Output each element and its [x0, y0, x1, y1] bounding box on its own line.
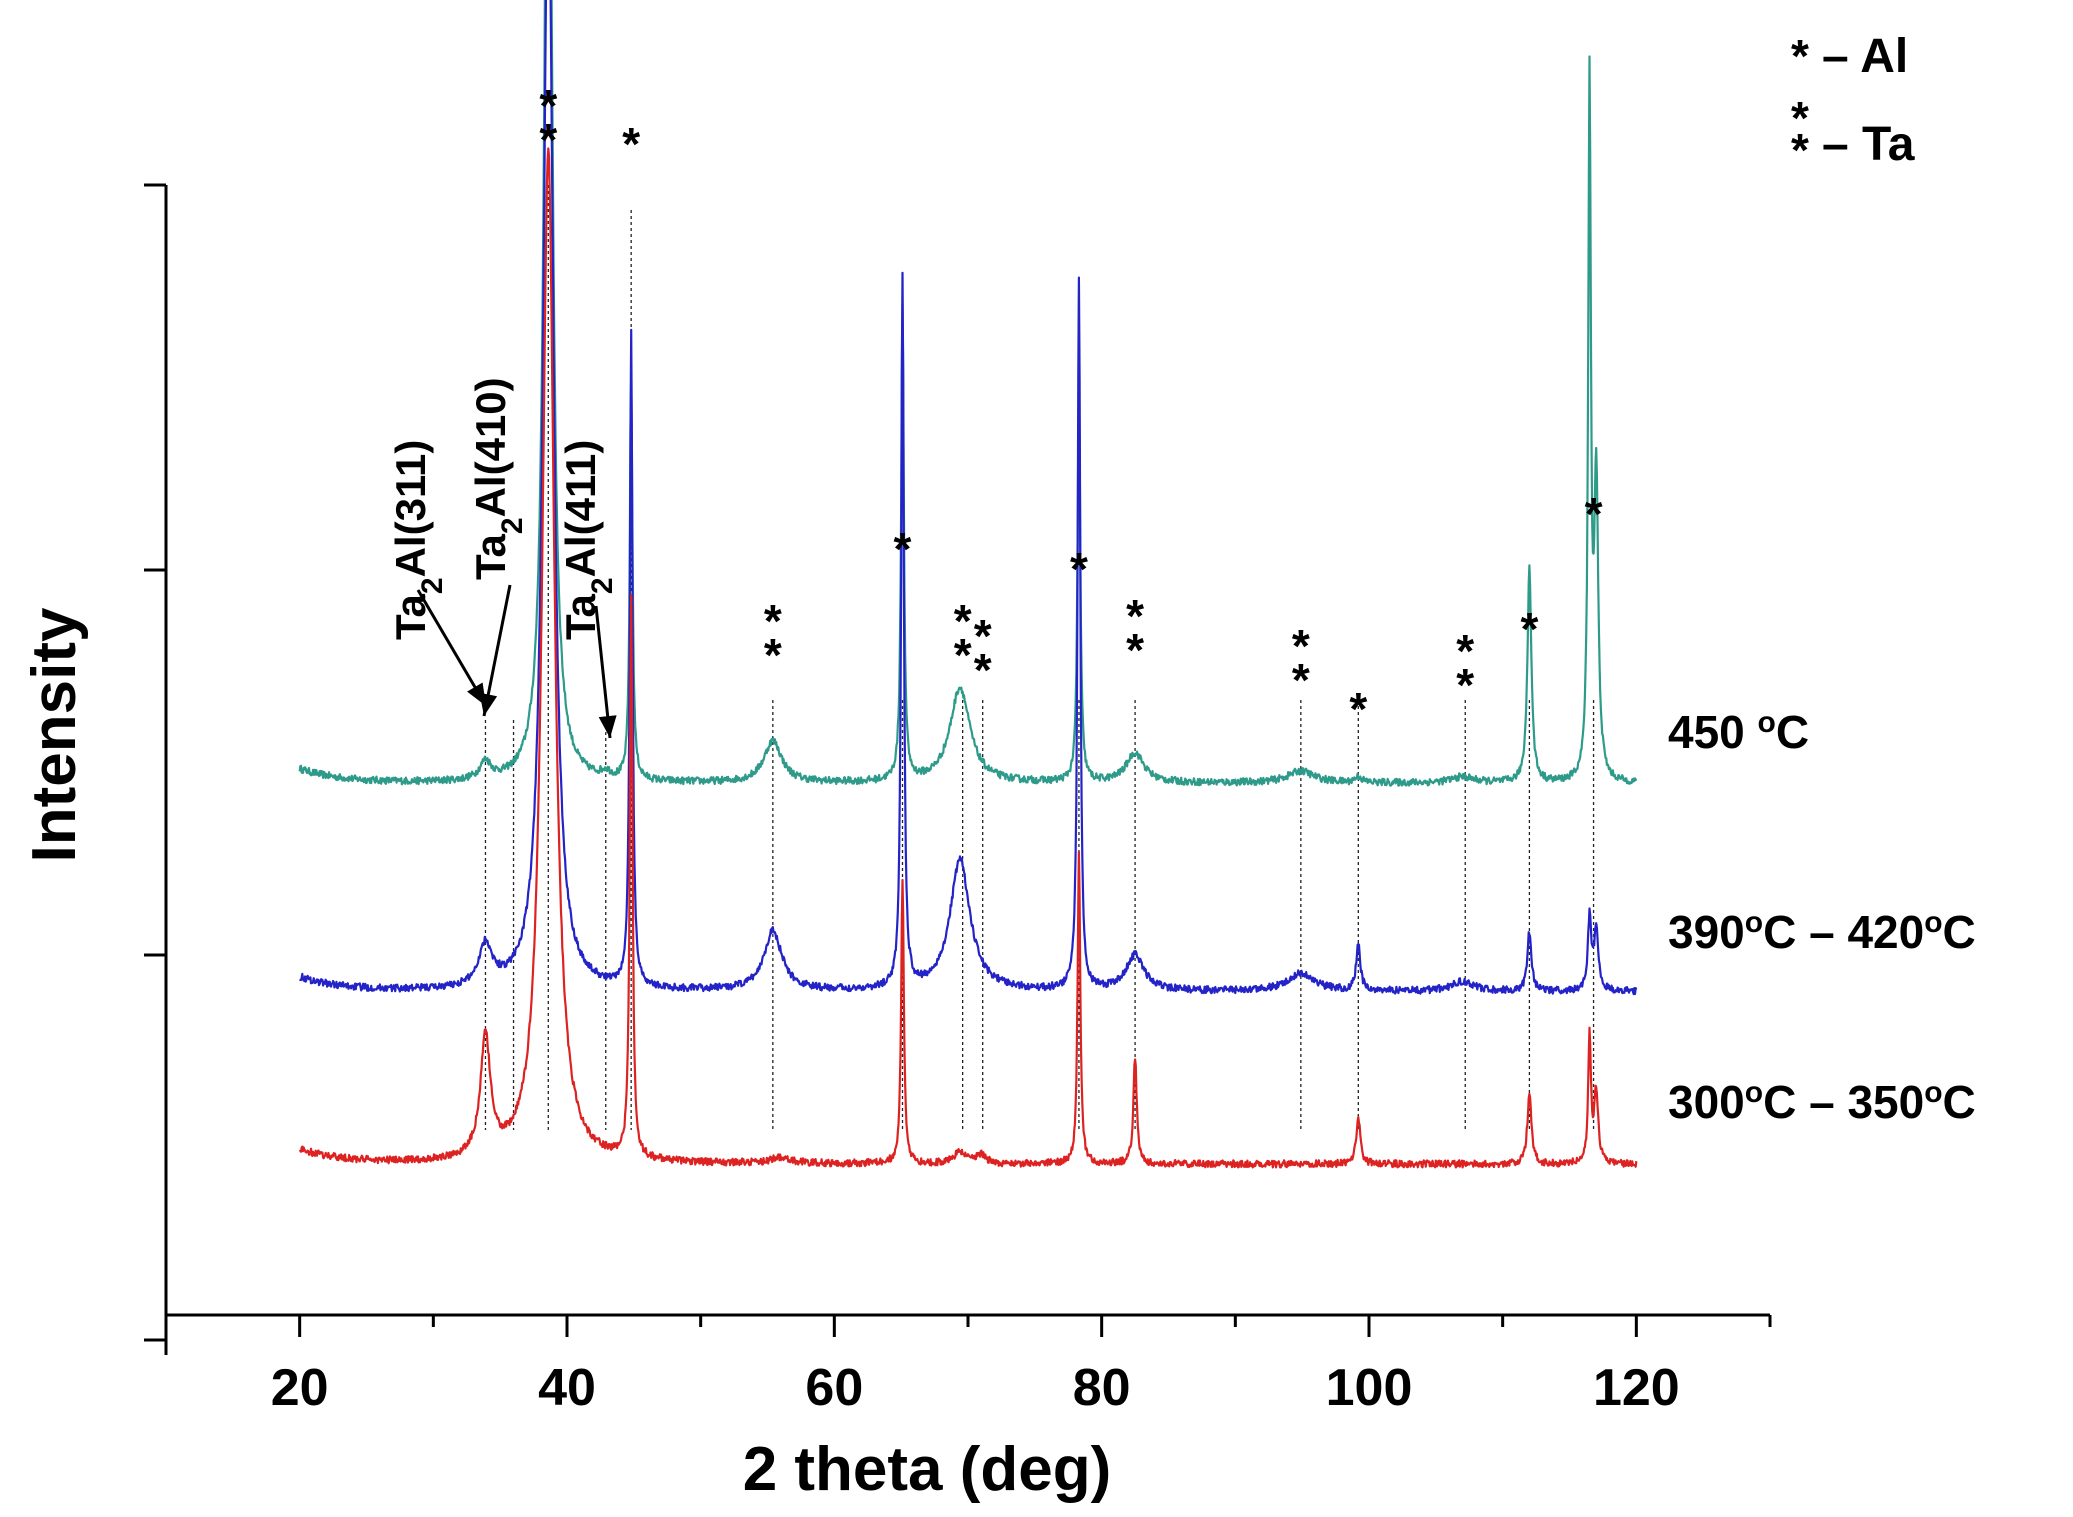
axes	[164, 185, 1770, 1355]
ta-marker: *	[764, 595, 782, 647]
annotation-main: Ta	[467, 533, 514, 580]
annotation-subscript: 2	[416, 577, 449, 594]
ta-marker: *	[1456, 659, 1474, 711]
series-label-2: 390oC – 420oC	[1668, 906, 1976, 959]
label-text: C	[1776, 706, 1809, 758]
x-axis-title: 2 theta (deg)	[743, 1435, 1112, 1504]
ta-marker: *	[764, 629, 782, 681]
al-marker: *	[1585, 488, 1603, 540]
legend-text: – Al	[1822, 30, 1908, 83]
phase-annotations: Ta2Al(311) Ta2Al(410)Ta2Al(411)	[387, 377, 619, 739]
label-text: C	[1943, 1076, 1976, 1128]
label-text: 300	[1668, 1076, 1745, 1128]
label-superscript: o	[1924, 906, 1942, 939]
ta-marker: *	[1292, 654, 1310, 706]
annotation-arrowhead	[598, 715, 617, 738]
annotation-arrow-line	[416, 589, 488, 707]
x-tick-label: 100	[1326, 1359, 1413, 1417]
label-superscript: o	[1745, 906, 1763, 939]
ta-marker: *	[1292, 620, 1310, 672]
x-tick-label: 120	[1593, 1359, 1680, 1417]
ta-marker: *	[1126, 590, 1144, 642]
peak-markers: ** ****** ***** *******	[539, 80, 1602, 735]
x-ticks: 20 40 60 80 100 120	[164, 1315, 1772, 1417]
ta-marker: *	[1126, 624, 1144, 676]
al-marker: *	[894, 523, 912, 575]
series-line-1	[298, 0, 1638, 787]
x-tick-label: 40	[538, 1359, 596, 1417]
y-axis-title: Intensity	[20, 607, 89, 862]
legend-symbol: *	[1791, 92, 1809, 144]
x-tick-label: 60	[805, 1359, 863, 1417]
legend-text: – Ta	[1822, 118, 1915, 171]
label-text: C	[1943, 906, 1976, 958]
phase-annotation-label: Ta2Al(311)	[387, 440, 449, 640]
y-ticks	[144, 183, 166, 1342]
label-superscript: o	[1745, 1076, 1763, 1109]
phase-annotation-label: Ta2Al(411)	[557, 440, 619, 640]
x-tick-label: 80	[1073, 1359, 1131, 1417]
label-text: C – 420	[1763, 906, 1924, 958]
label-text: C – 350	[1763, 1076, 1924, 1128]
ta-marker: *	[974, 644, 992, 696]
label-superscript: o	[1924, 1076, 1942, 1109]
annotation-rest: Al(411)	[557, 440, 604, 578]
al-marker: *	[622, 118, 640, 170]
ta-marker: *	[1456, 625, 1474, 677]
reference-lines	[484, 185, 1595, 1130]
label-text: 450	[1668, 706, 1758, 758]
annotation-subscript: 2	[586, 577, 619, 594]
legend-symbol: *	[1791, 30, 1809, 82]
series-label-3: 300oC – 350oC	[1668, 1076, 1976, 1129]
series-group	[298, 0, 1638, 1169]
ta-marker: *	[974, 610, 992, 662]
annotation-main: Ta	[387, 593, 434, 640]
annotation-arrow-line	[594, 605, 612, 739]
ta-marker: *	[539, 80, 557, 132]
label-text: 390	[1668, 906, 1745, 958]
al-marker: *	[1349, 683, 1367, 735]
series-line-3	[298, 147, 1638, 1169]
legend: * – Al** – Ta	[1791, 30, 1915, 176]
annotation-rest: Al(311)	[387, 440, 434, 578]
annotation-arrow-line	[482, 584, 512, 717]
series-line-2	[298, 0, 1638, 996]
ta-marker: *	[539, 114, 557, 166]
annotation-rest: Al(410)	[467, 377, 514, 517]
al-marker: *	[1520, 603, 1538, 655]
annotation-arrowhead	[479, 692, 498, 716]
label-superscript: o	[1758, 706, 1776, 739]
ta-marker: *	[954, 629, 972, 681]
series-label-1: 450 oC	[1668, 706, 1809, 759]
ta-marker: *	[954, 595, 972, 647]
phase-annotation-label: Ta2Al(410)	[467, 377, 529, 580]
legend-symbol: *	[1791, 124, 1809, 176]
x-tick-label: 20	[271, 1359, 329, 1417]
annotation-subscript: 2	[496, 517, 529, 534]
al-marker: *	[1070, 543, 1088, 595]
